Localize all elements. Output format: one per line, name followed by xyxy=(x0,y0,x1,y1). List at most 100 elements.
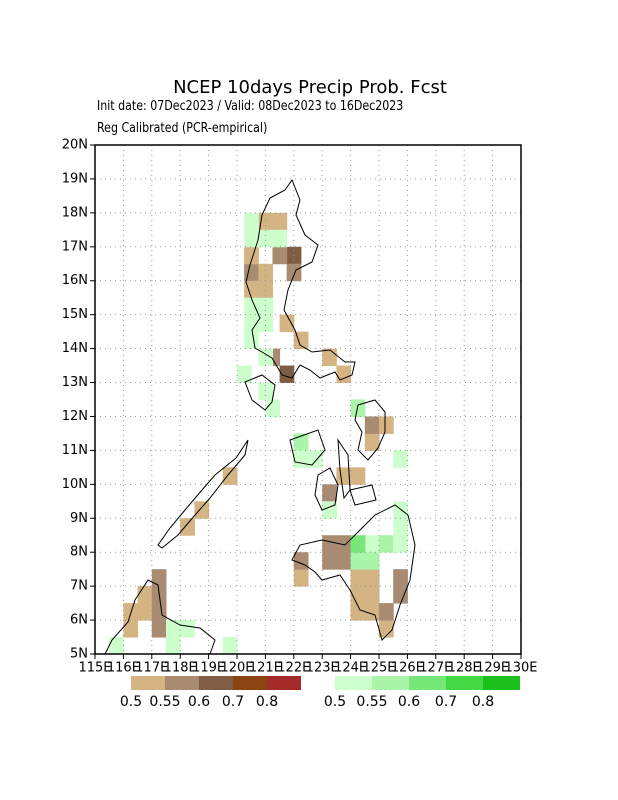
cebu xyxy=(337,438,351,500)
y-tick-label: 17N xyxy=(62,239,88,254)
subtitle: Init date: 07Dec2023 / Valid: 08Dec2023 … xyxy=(97,98,403,113)
colorbar-label: 0.5 xyxy=(324,694,346,710)
prob-cell xyxy=(350,603,366,621)
prob-cell xyxy=(364,569,380,587)
prob-cell xyxy=(364,586,380,604)
prob-cell xyxy=(350,569,366,587)
mindanao xyxy=(291,504,416,641)
prob-cell xyxy=(364,552,380,570)
subtitle: Reg Calibrated (PCR-empirical) xyxy=(97,120,267,135)
x-tick-label: 126E xyxy=(391,661,424,676)
plot-frame xyxy=(94,144,522,655)
colorbar-swatch xyxy=(267,676,301,690)
panay xyxy=(289,429,326,466)
prob-cell xyxy=(393,501,408,519)
colorbar: 0.5 0.55 0.6 0.7 0.8 0.5 0.55 0.6 0.7 0.8 xyxy=(120,676,520,710)
bohol xyxy=(349,484,377,506)
prob-cell xyxy=(336,552,352,570)
prob-cell xyxy=(244,263,259,282)
prob-cell xyxy=(286,263,302,282)
prob-cell xyxy=(393,450,408,468)
y-tick-label: 20N xyxy=(62,138,88,153)
prob-cell xyxy=(244,314,259,333)
prob-cell xyxy=(322,348,337,367)
prob-cell xyxy=(379,416,394,434)
colorbar-label: 0.7 xyxy=(222,694,244,710)
prob-cell xyxy=(293,569,309,587)
colorbar-swatch xyxy=(372,676,409,690)
prob-cell xyxy=(336,365,352,384)
prob-cell xyxy=(166,620,181,638)
prob-cell xyxy=(272,246,288,265)
prob-cell xyxy=(293,450,309,468)
prob-cell xyxy=(258,263,273,282)
colorbar-label: 0.6 xyxy=(188,694,210,710)
prob-cell xyxy=(151,620,167,638)
prob-cell xyxy=(151,603,167,621)
prob-cell xyxy=(279,314,295,333)
x-tick-label: 120E xyxy=(220,661,253,676)
y-tick-label: 9N xyxy=(70,511,88,526)
luzon xyxy=(245,178,356,381)
prob-cell xyxy=(244,229,259,248)
prob-cell xyxy=(258,382,273,400)
y-tick-label: 19N xyxy=(62,171,88,186)
prob-cell xyxy=(151,569,167,587)
prob-cell xyxy=(379,535,394,553)
x-tick-label: 118E xyxy=(164,661,197,676)
colorbar-label: 0.8 xyxy=(256,694,278,710)
prob-cell xyxy=(279,365,295,384)
prob-cell xyxy=(393,535,408,553)
colorbar-label: 0.55 xyxy=(356,694,387,710)
x-tick-label: 130E xyxy=(504,661,537,676)
prob-cell xyxy=(322,535,337,553)
colorbar-swatch xyxy=(233,676,267,690)
prob-cell xyxy=(336,535,352,553)
colorbar-label: 0.7 xyxy=(435,694,457,710)
prob-cell xyxy=(244,280,259,299)
prob-cell xyxy=(393,586,408,604)
x-tick-label: 116E xyxy=(107,661,140,676)
y-tick-label: 12N xyxy=(62,409,88,424)
prob-cell xyxy=(258,280,273,299)
prob-cell xyxy=(258,314,273,333)
colorbar-swatch xyxy=(446,676,483,690)
y-tick-label: 14N xyxy=(62,341,88,356)
coastline xyxy=(104,178,416,655)
y-tick-label: 11N xyxy=(62,443,88,458)
prob-cell xyxy=(379,603,394,621)
prob-cell xyxy=(258,229,273,248)
mindoro xyxy=(244,374,276,411)
colorbar-swatch xyxy=(131,676,165,690)
colorbar-swatch xyxy=(483,676,520,690)
y-tick-label: 6N xyxy=(70,613,88,628)
prob-cell xyxy=(364,433,380,451)
y-tick-label: 15N xyxy=(62,307,88,322)
colorbar-label: 0.8 xyxy=(472,694,494,710)
prob-cell xyxy=(222,467,238,485)
x-tick-label: 117E xyxy=(135,661,168,676)
x-tick-label: 123E xyxy=(306,661,339,676)
x-tick-label: 125E xyxy=(362,661,395,676)
prob-cell xyxy=(244,297,259,316)
prob-cell xyxy=(350,535,366,553)
borneo xyxy=(104,579,216,655)
prob-cell xyxy=(265,399,281,417)
prob-cell xyxy=(350,399,366,417)
cells xyxy=(109,212,408,655)
x-tick-label: 127E xyxy=(419,661,452,676)
y-tick-label: 5N xyxy=(70,647,88,662)
prob-cell xyxy=(166,637,181,655)
colorbar-label: 0.55 xyxy=(149,694,180,710)
prob-cell xyxy=(222,637,238,655)
prob-cell xyxy=(308,450,323,468)
prob-cell xyxy=(293,552,309,570)
prob-cell xyxy=(137,586,153,604)
x-tick-label: 122E xyxy=(277,661,310,676)
x-tick-label: 129E xyxy=(476,661,509,676)
prob-cell xyxy=(322,552,337,570)
grid xyxy=(94,144,522,655)
prob-cell xyxy=(379,620,394,638)
